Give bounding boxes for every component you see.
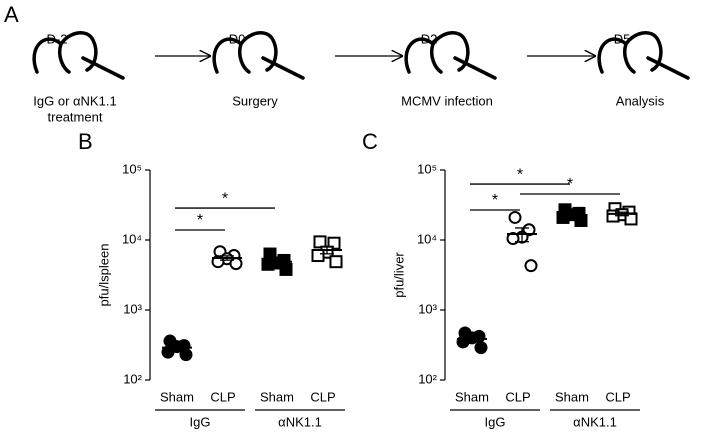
y-tick-label: 10²	[123, 371, 142, 386]
significance-label: *	[567, 176, 573, 193]
y-tick-label: 10³	[123, 301, 142, 316]
data-point	[311, 249, 325, 263]
x-tick-label: Sham	[160, 389, 194, 404]
mouse-icon	[404, 31, 497, 80]
data-point	[327, 236, 341, 250]
y-tick-label: 10⁵	[417, 161, 437, 176]
step-label: treatment	[48, 109, 103, 124]
significance-label: *	[197, 212, 203, 229]
data-point	[474, 341, 488, 355]
y-axis-label: pfu/lspleen	[96, 244, 111, 307]
y-tick-label: 10⁵	[122, 161, 142, 176]
y-tick-label: 10³	[418, 301, 437, 316]
step-label: MCMV infection	[401, 93, 493, 108]
mouse-icon	[32, 31, 125, 80]
step-label: Surgery	[232, 93, 278, 108]
x-tick-label: Sham	[260, 389, 294, 404]
mouse-icon	[212, 31, 305, 80]
data-point	[329, 255, 343, 269]
x-tick-label: Sham	[455, 389, 489, 404]
data-point	[313, 235, 327, 249]
significance-label: *	[517, 166, 523, 183]
group-label: αNK1.1	[573, 414, 617, 429]
panel-label: A	[4, 2, 19, 27]
data-point	[524, 259, 538, 273]
x-tick-label: CLP	[210, 389, 235, 404]
x-tick-label: CLP	[310, 389, 335, 404]
data-point	[508, 210, 522, 224]
step-label: Analysis	[616, 93, 665, 108]
panel-label: B	[78, 129, 93, 154]
group-label: IgG	[485, 414, 506, 429]
y-axis-label: pfu/liver	[391, 252, 406, 298]
mouse-icon	[597, 31, 690, 80]
x-tick-label: CLP	[605, 389, 630, 404]
significance-label: *	[492, 192, 498, 209]
step-label: IgG or αNK1.1	[33, 93, 116, 108]
panel-label: C	[362, 129, 378, 154]
y-tick-label: 10⁴	[122, 231, 142, 246]
data-point	[179, 348, 193, 362]
data-point	[279, 262, 293, 276]
group-label: αNK1.1	[278, 414, 322, 429]
y-tick-label: 10⁴	[417, 231, 437, 246]
significance-label: *	[222, 190, 228, 207]
group-label: IgG	[190, 414, 211, 429]
x-tick-label: Sham	[555, 389, 589, 404]
y-tick-label: 10²	[418, 371, 437, 386]
x-tick-label: CLP	[505, 389, 530, 404]
